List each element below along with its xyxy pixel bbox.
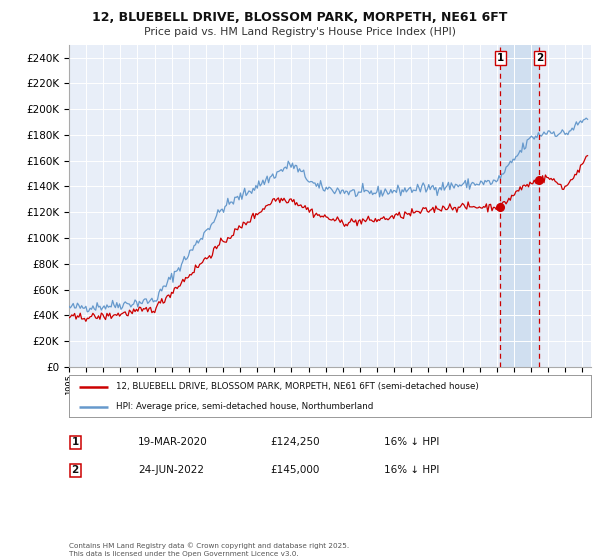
Text: Price paid vs. HM Land Registry's House Price Index (HPI): Price paid vs. HM Land Registry's House … <box>144 27 456 38</box>
Text: 1: 1 <box>497 53 504 63</box>
Text: 16% ↓ HPI: 16% ↓ HPI <box>384 437 439 447</box>
Text: £124,250: £124,250 <box>270 437 320 447</box>
Text: HPI: Average price, semi-detached house, Northumberland: HPI: Average price, semi-detached house,… <box>116 402 373 411</box>
Text: £145,000: £145,000 <box>270 465 319 475</box>
Text: 24-JUN-2022: 24-JUN-2022 <box>138 465 204 475</box>
Text: 16% ↓ HPI: 16% ↓ HPI <box>384 465 439 475</box>
Text: 12, BLUEBELL DRIVE, BLOSSOM PARK, MORPETH, NE61 6FT (semi-detached house): 12, BLUEBELL DRIVE, BLOSSOM PARK, MORPET… <box>116 382 479 391</box>
Text: Contains HM Land Registry data © Crown copyright and database right 2025.
This d: Contains HM Land Registry data © Crown c… <box>69 543 349 557</box>
Text: 12, BLUEBELL DRIVE, BLOSSOM PARK, MORPETH, NE61 6FT: 12, BLUEBELL DRIVE, BLOSSOM PARK, MORPET… <box>92 11 508 24</box>
Text: 2: 2 <box>71 465 79 475</box>
Text: 19-MAR-2020: 19-MAR-2020 <box>138 437 208 447</box>
Text: 1: 1 <box>71 437 79 447</box>
Bar <box>500 45 539 367</box>
Text: 2: 2 <box>536 53 543 63</box>
